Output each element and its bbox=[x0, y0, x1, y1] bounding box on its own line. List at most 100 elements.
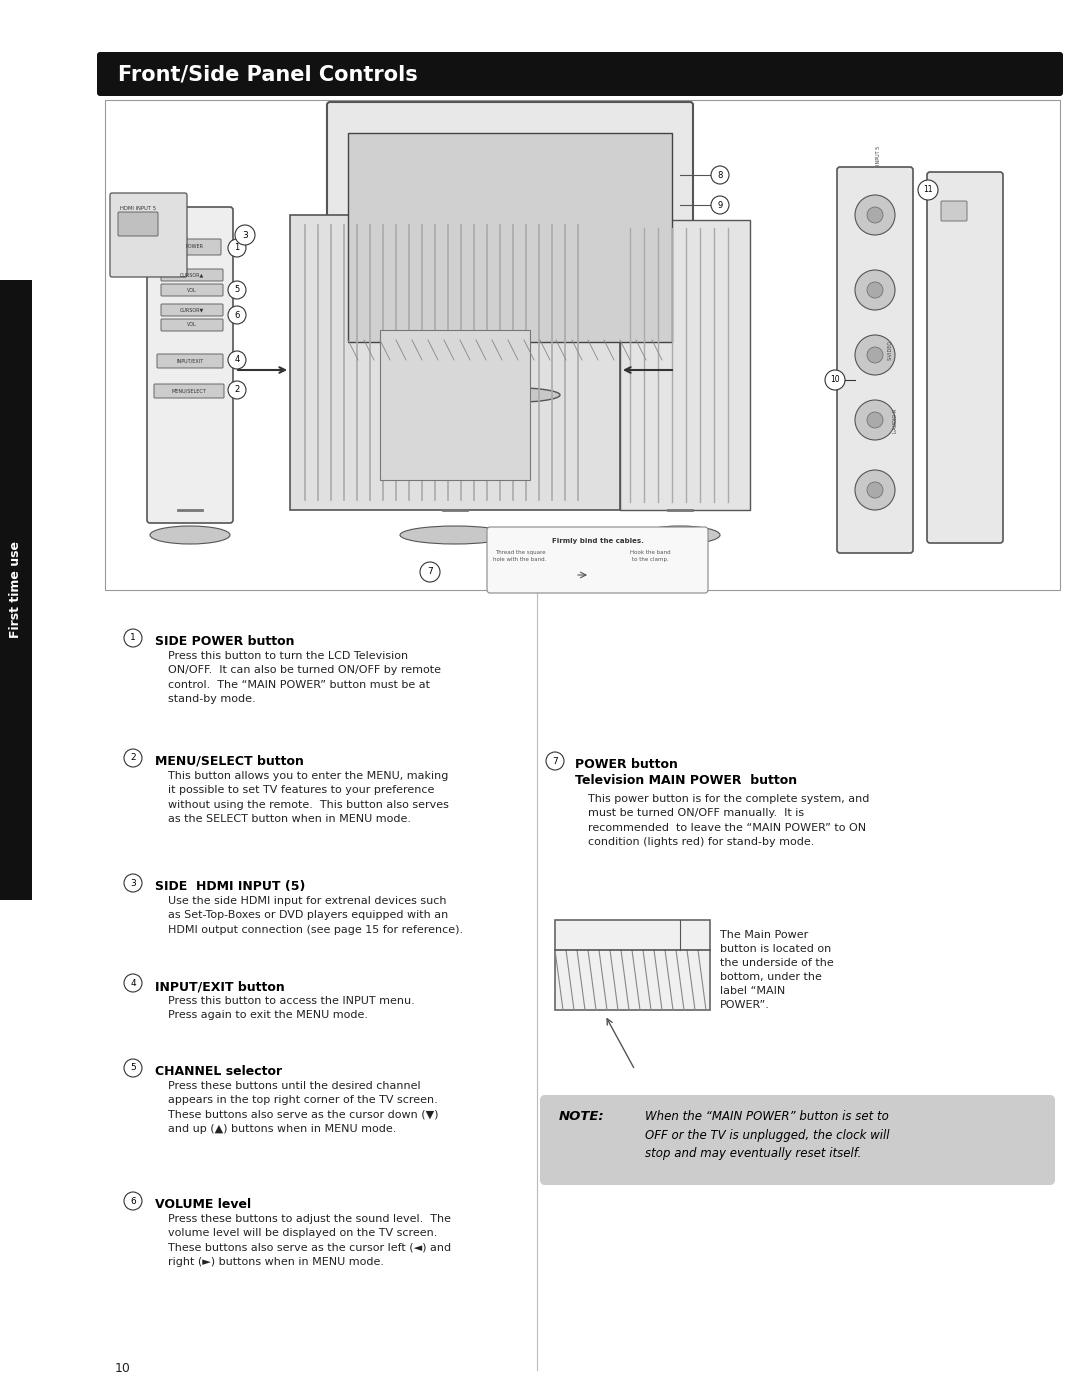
Circle shape bbox=[867, 282, 883, 298]
FancyBboxPatch shape bbox=[487, 527, 708, 592]
Circle shape bbox=[228, 281, 246, 299]
Text: 4: 4 bbox=[131, 978, 136, 988]
Text: Use the side HDMI input for extrenal devices such
as Set-Top-Boxes or DVD player: Use the side HDMI input for extrenal dev… bbox=[168, 895, 463, 935]
FancyBboxPatch shape bbox=[161, 270, 222, 281]
FancyBboxPatch shape bbox=[540, 1095, 1055, 1185]
FancyBboxPatch shape bbox=[97, 52, 1063, 96]
Circle shape bbox=[124, 1192, 141, 1210]
Text: INPUT 5: INPUT 5 bbox=[876, 145, 880, 165]
Ellipse shape bbox=[640, 527, 720, 543]
Text: HDMI INPUT 5: HDMI INPUT 5 bbox=[120, 205, 157, 211]
Text: 4: 4 bbox=[234, 355, 240, 365]
FancyBboxPatch shape bbox=[941, 201, 967, 221]
Text: Press this button to turn the LCD Television
ON/OFF.  It can also be turned ON/O: Press this button to turn the LCD Televi… bbox=[168, 651, 441, 704]
Text: Thread the square
hole with the band.: Thread the square hole with the band. bbox=[494, 550, 546, 562]
FancyBboxPatch shape bbox=[380, 330, 530, 481]
Circle shape bbox=[228, 306, 246, 324]
Circle shape bbox=[124, 1059, 141, 1077]
Circle shape bbox=[711, 196, 729, 214]
Text: 7: 7 bbox=[427, 567, 433, 577]
Circle shape bbox=[855, 270, 895, 310]
Text: MENU/SELECT: MENU/SELECT bbox=[172, 388, 206, 394]
FancyBboxPatch shape bbox=[168, 239, 221, 256]
Circle shape bbox=[855, 469, 895, 510]
Text: POWER: POWER bbox=[186, 244, 204, 250]
Circle shape bbox=[867, 346, 883, 363]
Text: 3: 3 bbox=[242, 231, 248, 239]
FancyBboxPatch shape bbox=[0, 279, 32, 900]
Ellipse shape bbox=[400, 527, 510, 543]
Circle shape bbox=[228, 381, 246, 400]
Circle shape bbox=[124, 629, 141, 647]
Text: INPUT/EXIT: INPUT/EXIT bbox=[176, 359, 204, 363]
Text: 9: 9 bbox=[717, 201, 723, 210]
Circle shape bbox=[711, 166, 729, 184]
FancyBboxPatch shape bbox=[147, 207, 233, 522]
Circle shape bbox=[855, 335, 895, 374]
FancyBboxPatch shape bbox=[157, 353, 222, 367]
Text: 5: 5 bbox=[130, 1063, 136, 1073]
Circle shape bbox=[867, 207, 883, 224]
Circle shape bbox=[867, 412, 883, 427]
Text: This power button is for the complete system, and
must be turned ON/OFF manually: This power button is for the complete sy… bbox=[588, 793, 869, 847]
Circle shape bbox=[546, 752, 564, 770]
Circle shape bbox=[855, 196, 895, 235]
Bar bbox=[348, 133, 672, 342]
Circle shape bbox=[420, 562, 440, 583]
Circle shape bbox=[918, 180, 939, 200]
Circle shape bbox=[825, 370, 845, 390]
FancyBboxPatch shape bbox=[110, 193, 187, 277]
Text: POWER button: POWER button bbox=[575, 759, 678, 771]
Text: Press these buttons until the desired channel
appears in the top right corner of: Press these buttons until the desired ch… bbox=[168, 1081, 438, 1134]
Text: VOL: VOL bbox=[187, 288, 197, 292]
Text: SIDE POWER button: SIDE POWER button bbox=[156, 636, 295, 648]
Text: 2: 2 bbox=[131, 753, 136, 763]
Circle shape bbox=[867, 482, 883, 497]
Text: 6: 6 bbox=[130, 1196, 136, 1206]
Text: INPUT/EXIT button: INPUT/EXIT button bbox=[156, 981, 285, 993]
Text: 2: 2 bbox=[234, 386, 240, 394]
Text: First time use: First time use bbox=[10, 542, 23, 638]
Text: Television MAIN POWER  button: Television MAIN POWER button bbox=[575, 774, 797, 787]
FancyBboxPatch shape bbox=[620, 219, 750, 510]
FancyBboxPatch shape bbox=[327, 102, 693, 373]
FancyBboxPatch shape bbox=[837, 168, 913, 553]
Text: When the “MAIN POWER” button is set to
OFF or the TV is unplugged, the clock wil: When the “MAIN POWER” button is set to O… bbox=[645, 1111, 890, 1160]
FancyBboxPatch shape bbox=[154, 384, 224, 398]
Text: Firmly bind the cables.: Firmly bind the cables. bbox=[552, 538, 644, 543]
Text: 7: 7 bbox=[552, 757, 558, 766]
Text: VOLUME level: VOLUME level bbox=[156, 1199, 252, 1211]
Text: Press these buttons to adjust the sound level.  The
volume level will be display: Press these buttons to adjust the sound … bbox=[168, 1214, 451, 1267]
Text: Press this button to access the INPUT menu.
Press again to exit the MENU mode.: Press this button to access the INPUT me… bbox=[168, 996, 415, 1020]
FancyBboxPatch shape bbox=[118, 212, 158, 236]
Text: Front/Side Panel Controls: Front/Side Panel Controls bbox=[118, 64, 418, 84]
Text: 3: 3 bbox=[130, 879, 136, 887]
Circle shape bbox=[124, 974, 141, 992]
Text: S-VIDEO: S-VIDEO bbox=[888, 339, 892, 360]
Text: CURSOR▼: CURSOR▼ bbox=[180, 307, 204, 313]
Text: 11: 11 bbox=[923, 186, 933, 194]
Text: 1: 1 bbox=[234, 243, 240, 253]
Circle shape bbox=[124, 749, 141, 767]
Circle shape bbox=[235, 225, 255, 244]
Text: This button allows you to enter the MENU, making
it possible to set TV features : This button allows you to enter the MENU… bbox=[168, 771, 449, 824]
Text: CHANNEL selector: CHANNEL selector bbox=[156, 1065, 282, 1078]
Text: The Main Power
button is located on
the underside of the
bottom, under the
label: The Main Power button is located on the … bbox=[720, 930, 834, 1010]
Ellipse shape bbox=[150, 527, 230, 543]
Ellipse shape bbox=[460, 387, 561, 402]
Text: SIDE  HDMI INPUT (5): SIDE HDMI INPUT (5) bbox=[156, 880, 306, 893]
Circle shape bbox=[124, 875, 141, 893]
FancyBboxPatch shape bbox=[927, 172, 1003, 543]
FancyBboxPatch shape bbox=[161, 319, 222, 331]
FancyBboxPatch shape bbox=[161, 284, 222, 296]
Text: MENU/SELECT button: MENU/SELECT button bbox=[156, 754, 303, 768]
Circle shape bbox=[855, 400, 895, 440]
FancyBboxPatch shape bbox=[291, 215, 620, 510]
Text: 6: 6 bbox=[234, 310, 240, 320]
FancyBboxPatch shape bbox=[105, 101, 1059, 590]
Text: 5: 5 bbox=[234, 285, 240, 295]
Text: 10: 10 bbox=[114, 1362, 131, 1375]
Text: VOL: VOL bbox=[187, 323, 197, 327]
Text: 8: 8 bbox=[717, 170, 723, 179]
FancyBboxPatch shape bbox=[161, 305, 222, 316]
